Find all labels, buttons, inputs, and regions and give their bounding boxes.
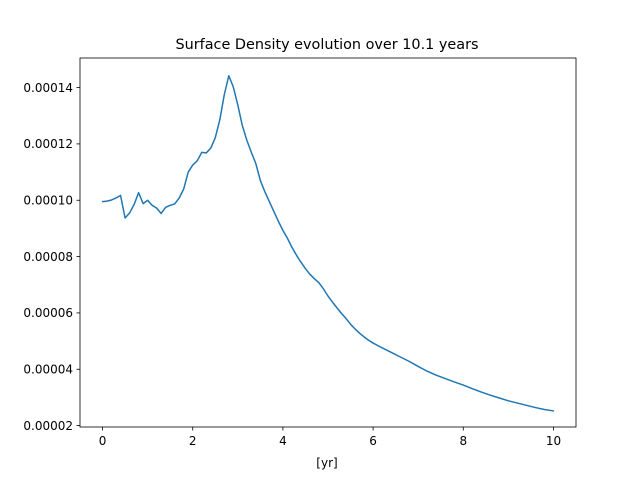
y-tick-label: 0.00004 (23, 363, 73, 377)
y-tick-label: 0.00010 (23, 194, 73, 208)
y-tick-label: 0.00014 (23, 81, 73, 95)
chart-title: Surface Density evolution over 10.1 year… (176, 37, 479, 53)
axes-frame (79, 57, 577, 428)
y-tick-label: 0.00002 (23, 419, 73, 433)
x-tick-label: 2 (189, 434, 197, 448)
y-tick-label: 0.00008 (23, 250, 73, 264)
x-tick-label: 10 (546, 434, 561, 448)
y-tick-label: 0.00012 (23, 137, 73, 151)
x-tick-label: 4 (279, 434, 287, 448)
x-tick-label: 6 (369, 434, 377, 448)
y-tick-label: 0.00006 (23, 306, 73, 320)
plot-area: 0 2 4 6 8 10 0.00002 0.00004 0.00006 0.00008 0.000… (23, 57, 577, 448)
data-line (101, 75, 555, 412)
x-tick-label: 8 (459, 434, 467, 448)
x-axis-label: [yr] (316, 456, 337, 470)
x-tick-label: 0 (99, 434, 107, 448)
